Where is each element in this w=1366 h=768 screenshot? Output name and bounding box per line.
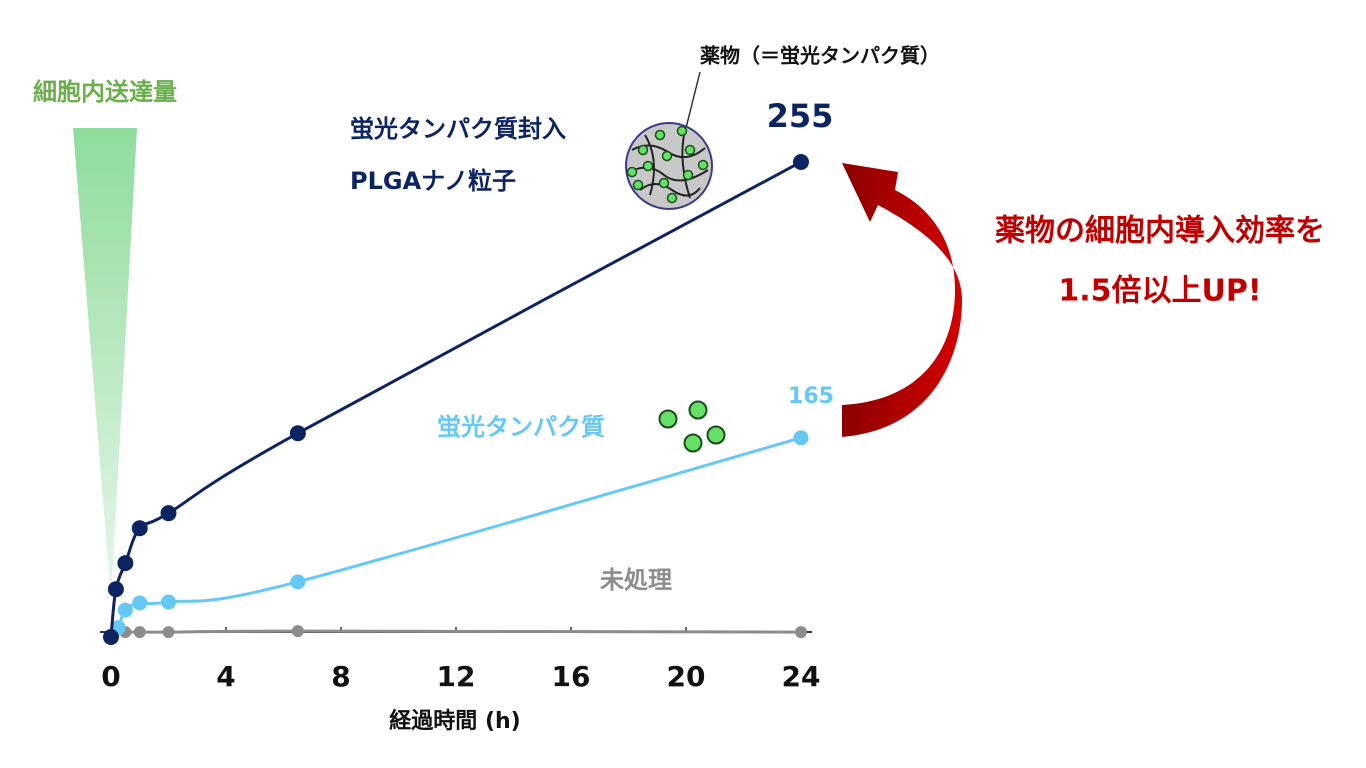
annotation: 薬物（＝蛍光タンパク質） <box>700 44 940 68</box>
point <box>131 520 148 537</box>
series-label: 蛍光タンパク質封入 <box>350 115 566 143</box>
x-tick-label: 4 <box>216 660 235 693</box>
point <box>107 581 124 598</box>
nanoparticle-icon <box>625 71 713 210</box>
line <box>109 436 802 638</box>
point <box>291 625 304 638</box>
series-label: PLGAナノ粒子 <box>350 167 516 195</box>
annotation: 1.5倍以上UP! <box>1058 274 1261 309</box>
data-label: 255 <box>767 97 834 135</box>
point <box>117 602 133 618</box>
point <box>161 594 176 610</box>
protein-icon <box>658 400 726 453</box>
line <box>125 629 802 634</box>
point <box>795 626 807 639</box>
data-label: 165 <box>788 384 834 409</box>
series-label: 蛍光タンパク質 <box>437 413 605 441</box>
point <box>290 574 306 590</box>
point <box>133 626 146 639</box>
x-tick-label: 8 <box>331 660 350 693</box>
point <box>160 505 177 522</box>
x-tick-label: 12 <box>437 660 476 693</box>
series-label: 未処理 <box>600 566 672 594</box>
emphasis-arrow <box>842 163 962 437</box>
point <box>289 425 306 442</box>
x-tick-label: 20 <box>667 660 706 693</box>
point <box>132 595 148 611</box>
x-tick-label: 24 <box>782 660 821 693</box>
point <box>793 430 809 446</box>
point <box>162 626 175 639</box>
point <box>103 629 119 645</box>
point <box>793 153 809 170</box>
x-axis-label: 経過時間 (h) <box>389 708 520 734</box>
y-axis-label: 細胞内送達量 <box>33 78 177 106</box>
point <box>117 555 134 572</box>
x-tick-label: 0 <box>101 660 120 693</box>
annotation: 薬物の細胞内導入効率を <box>995 214 1325 249</box>
line <box>109 160 802 638</box>
x-tick-label: 16 <box>552 660 591 693</box>
y-axis-indicator <box>73 128 137 600</box>
